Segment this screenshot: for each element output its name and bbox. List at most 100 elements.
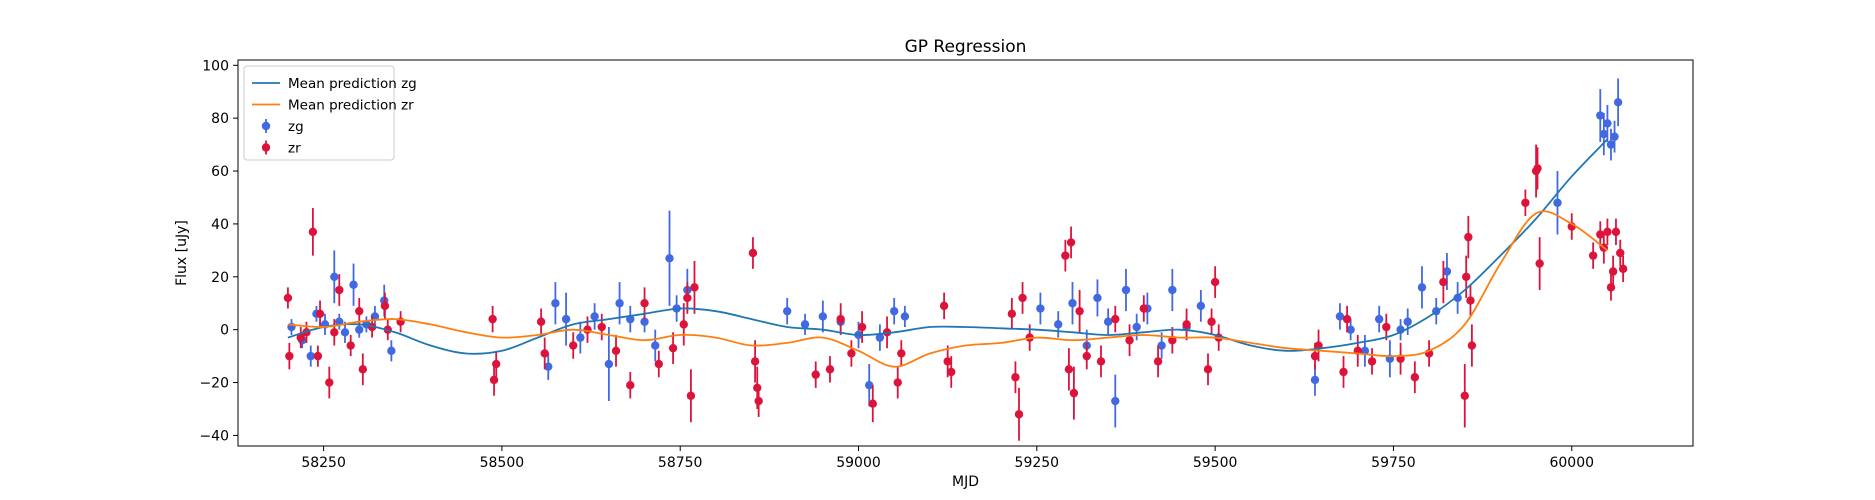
x-tick-label: 60000 — [1549, 455, 1594, 471]
data-point — [893, 378, 902, 387]
data-point — [1603, 227, 1612, 237]
x-tick-label: 58500 — [480, 455, 525, 471]
data-point — [1132, 322, 1141, 332]
data-point — [754, 396, 763, 406]
data-point — [679, 320, 688, 329]
data-point — [836, 314, 845, 324]
y-tick-label: −20 — [199, 376, 229, 392]
data-point — [800, 320, 810, 329]
x-tick-label: 59250 — [1015, 455, 1060, 471]
data-point — [1182, 320, 1191, 329]
data-point — [1207, 317, 1216, 326]
data-point — [1461, 272, 1471, 281]
y-tick-label: 60 — [211, 164, 229, 180]
data-point — [868, 399, 877, 408]
data-point — [1339, 367, 1348, 377]
chart-title: GP Regression — [905, 37, 1027, 57]
data-point — [900, 312, 910, 321]
data-point — [668, 343, 678, 353]
data-point — [1011, 373, 1020, 382]
data-point — [1014, 410, 1024, 419]
data-point — [544, 362, 553, 371]
data-point — [1553, 198, 1562, 207]
legend-label: Mean prediction zr — [288, 98, 414, 114]
data-point — [1153, 357, 1163, 366]
data-point — [947, 367, 956, 377]
x-tick-label: 59500 — [1193, 455, 1238, 471]
plot-area: 58250 58500 58750 59000 59250 59500 59750 60000… — [199, 58, 1694, 471]
data-point — [811, 370, 820, 379]
data-point — [1613, 98, 1623, 107]
data-point — [1616, 248, 1625, 258]
data-point — [1335, 312, 1345, 321]
data-point — [296, 333, 305, 342]
x-axis-label: MJD — [952, 474, 979, 490]
data-point — [1603, 119, 1612, 128]
legend-label: zr — [288, 141, 301, 157]
data-point — [943, 357, 952, 366]
data-point — [1453, 293, 1462, 303]
data-point — [1360, 346, 1370, 356]
data-point — [1111, 396, 1120, 406]
data-point — [1157, 341, 1166, 350]
data-point — [683, 293, 692, 303]
data-point — [750, 357, 760, 366]
data-point — [325, 378, 334, 387]
data-point — [626, 380, 635, 390]
data-point — [1521, 198, 1530, 207]
data-point — [315, 309, 325, 319]
data-point — [1168, 285, 1177, 295]
data-point — [1111, 314, 1120, 324]
data-point — [1310, 375, 1320, 385]
data-point — [604, 359, 614, 369]
data-point — [285, 351, 294, 361]
data-point — [1460, 391, 1469, 400]
data-point — [1103, 317, 1113, 326]
y-axis-label: Flux [uJy] — [174, 220, 190, 286]
y-tick-label: 0 — [220, 323, 229, 339]
data-point — [590, 312, 599, 321]
data-point — [597, 322, 606, 332]
y-tick-label: −40 — [199, 428, 229, 444]
data-point — [615, 299, 624, 308]
data-point — [1310, 351, 1320, 361]
data-point — [1342, 314, 1352, 324]
data-point — [1082, 351, 1091, 361]
data-point — [1075, 306, 1084, 316]
data-point — [358, 365, 368, 374]
data-point — [1618, 264, 1628, 274]
data-point — [1196, 301, 1206, 311]
data-point — [540, 349, 549, 358]
data-point — [349, 280, 358, 289]
data-point — [897, 349, 906, 358]
data-point — [654, 359, 664, 369]
data-point — [1374, 314, 1384, 324]
legend: Mean prediction zg Mean prediction zr zg zr — [243, 65, 417, 161]
data-point — [865, 380, 874, 390]
series-mean-prediction-zr-line — [287, 210, 1608, 368]
legend-marker-swatch — [261, 121, 271, 131]
data-point — [640, 317, 649, 326]
data-point — [1346, 325, 1355, 334]
data-point — [1403, 317, 1412, 326]
data-point — [1611, 227, 1621, 237]
data-point — [313, 351, 323, 361]
data-point — [306, 351, 315, 361]
legend-label: Mean prediction zg — [288, 76, 417, 92]
data-point — [335, 285, 344, 295]
data-point — [569, 341, 578, 350]
data-point — [387, 346, 396, 356]
x-tick-label: 58250 — [301, 455, 346, 471]
data-point — [330, 328, 339, 337]
y-tick-label: 100 — [202, 58, 229, 74]
data-point — [1061, 251, 1070, 260]
plot-frame — [237, 59, 1694, 447]
data-point — [1533, 164, 1542, 173]
data-point — [1588, 251, 1598, 260]
data-point — [611, 346, 621, 356]
data-point — [1467, 341, 1477, 350]
data-point — [640, 299, 649, 308]
x-tick-label: 58750 — [658, 455, 703, 471]
data-point — [380, 301, 390, 311]
data-point — [340, 328, 350, 337]
